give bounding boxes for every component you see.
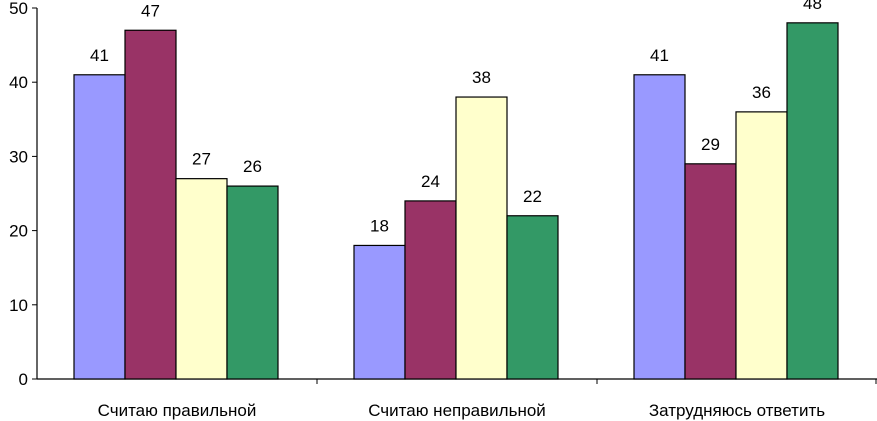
y-tick-label: 10 — [9, 296, 28, 315]
bar — [684, 163, 737, 380]
y-tick-label: 40 — [9, 73, 28, 92]
y-tick-label: 50 — [9, 0, 28, 18]
bar — [124, 29, 177, 380]
bar — [226, 185, 279, 380]
data-label: 38 — [472, 68, 491, 87]
category-label: Считаю неправильной — [368, 401, 546, 420]
bar — [73, 74, 126, 380]
bar — [404, 200, 457, 380]
category-label: Затрудняюсь ответить — [649, 401, 825, 420]
data-labels: 41 47 27 26 18 24 38 22 41 29 36 48 — [90, 0, 822, 235]
y-tick-label: 20 — [9, 222, 28, 241]
bar — [455, 96, 508, 380]
bar — [735, 111, 788, 380]
data-label: 29 — [701, 135, 720, 154]
data-label: 27 — [192, 150, 211, 169]
data-label: 26 — [243, 157, 262, 176]
data-label: 22 — [523, 187, 542, 206]
bar — [506, 215, 559, 380]
bar — [633, 74, 686, 380]
bar — [353, 244, 406, 380]
y-tick-label: 30 — [9, 147, 28, 166]
category-label: Считаю правильной — [98, 401, 257, 420]
data-label: 41 — [650, 46, 669, 65]
y-tick-label: 0 — [19, 370, 28, 389]
data-label: 36 — [752, 83, 771, 102]
axes: 0 10 20 30 40 50 Считаю правильной Считаю непра… — [9, 0, 877, 420]
bar — [786, 22, 839, 380]
data-label: 18 — [370, 216, 389, 235]
bar — [175, 178, 228, 380]
data-label: 41 — [90, 46, 109, 65]
bars — [73, 22, 839, 380]
data-label: 47 — [141, 1, 160, 20]
data-label: 48 — [803, 0, 822, 13]
data-label: 24 — [421, 172, 440, 191]
